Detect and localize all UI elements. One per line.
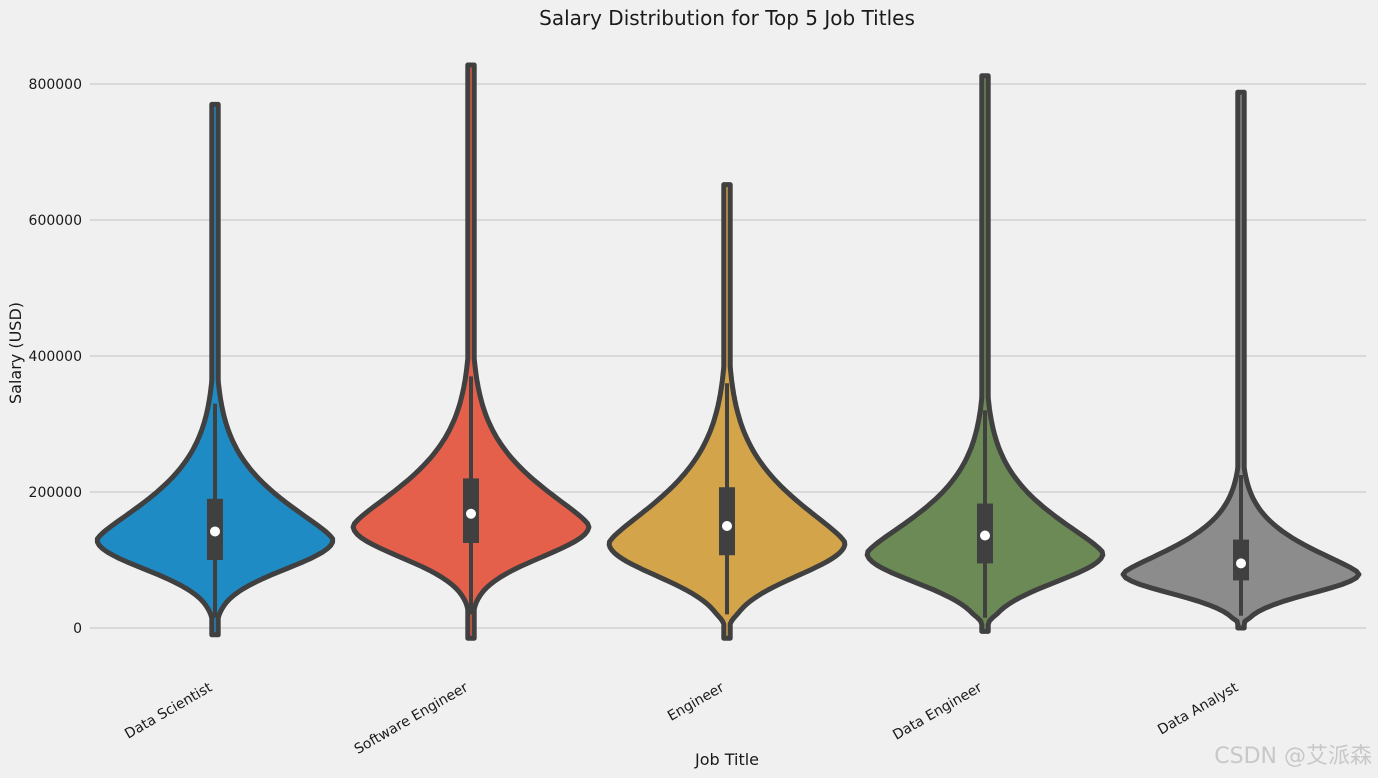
violin-body (94, 101, 336, 638)
violin-engineer (606, 182, 848, 641)
y-tick-label: 600000 (29, 213, 82, 229)
violin-body (1120, 89, 1362, 631)
violin-data-engineer (864, 73, 1106, 634)
violin-software-engineer (350, 62, 592, 641)
median-point (1236, 558, 1246, 569)
y-tick-label: 800000 (29, 77, 82, 93)
y-tick-label: 400000 (29, 349, 82, 365)
median-point (210, 526, 220, 537)
x-tick-labels: Data Scientist Software Engineer Engineer D… (122, 679, 1241, 757)
y-tick-labels: 0 200000 400000 600000 800000 (29, 77, 82, 637)
x-tick-label: Software Engineer (352, 679, 472, 757)
median-point (466, 508, 476, 519)
y-tick-label: 200000 (29, 485, 82, 501)
x-axis-label: Job Title (694, 750, 759, 769)
violins (94, 62, 1362, 641)
violin-data-analyst (1120, 89, 1362, 631)
violin-data-scientist (94, 101, 336, 638)
x-tick-label: Data Scientist (122, 679, 215, 742)
y-tick-label: 0 (73, 621, 82, 637)
median-point (980, 530, 990, 541)
median-point (722, 521, 732, 531)
x-tick-label: Data Analyst (1155, 679, 1241, 738)
chart-title: Salary Distribution for Top 5 Job Titles (539, 6, 915, 30)
violin-body (350, 62, 592, 641)
violin-body (864, 73, 1106, 634)
y-axis-label: Salary (USD) (6, 302, 25, 404)
watermark: CSDN @艾派森 (1214, 744, 1372, 769)
x-tick-label: Engineer (665, 679, 727, 724)
x-tick-label: Data Engineer (890, 679, 985, 743)
